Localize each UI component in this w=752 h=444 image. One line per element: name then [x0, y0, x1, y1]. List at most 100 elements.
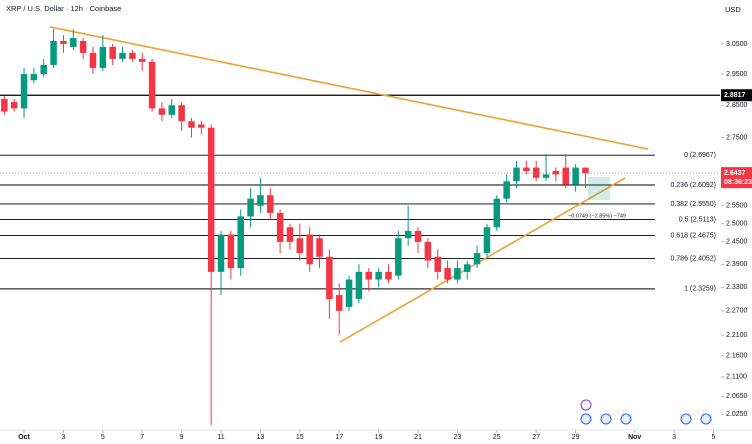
fib-label: 0.618 (2.4675): [670, 232, 716, 239]
x-tick-label: 11: [217, 434, 224, 441]
x-tick-label: 5: [101, 434, 105, 441]
candle-body: [483, 227, 491, 254]
x-tick-label: 7: [140, 434, 144, 441]
x-tick-label: 25: [493, 434, 501, 441]
candle-body: [178, 105, 185, 122]
candle-body: [335, 295, 343, 311]
candle-body: [562, 167, 570, 185]
y-tick-label: 2.3300: [726, 284, 748, 291]
x-tick-label: Nov: [628, 434, 641, 441]
candle-body: [444, 268, 451, 280]
candle-body: [40, 64, 47, 75]
candle-body: [424, 241, 432, 261]
fib-label: 0.5 (2.5113): [679, 216, 716, 223]
event-icon: [620, 413, 632, 425]
x-tick-label: 23: [454, 434, 462, 441]
candle-body: [434, 256, 441, 272]
candle-body: [316, 238, 323, 257]
y-tick-label: 2.2700: [726, 308, 748, 315]
candle-body: [10, 102, 18, 109]
fib-label: 1 (2.3259): [684, 286, 716, 293]
candle-body: [1, 98, 8, 112]
x-tick-label: 21: [414, 434, 422, 441]
y-tick-label: 2.0250: [726, 411, 748, 418]
last-price-tag: [721, 167, 752, 189]
x-tick-label: 3: [672, 434, 676, 441]
candle-body: [532, 167, 540, 178]
x-tick-label: Oct: [18, 434, 30, 441]
x-tick-label: 19: [375, 434, 383, 441]
chart-title: XRP / U.S. Dollar · 12h · Coinbase: [6, 4, 121, 13]
y-tick-label: 2.1600: [726, 353, 748, 360]
candle-body: [247, 198, 254, 217]
event-icons: [580, 399, 712, 425]
candle-body: [119, 52, 126, 59]
candle-body: [582, 167, 589, 174]
candle-body: [355, 271, 363, 299]
fib-label: 0.382 (2.5550): [670, 201, 716, 208]
candle-body: [395, 238, 402, 276]
y-tick-label: 2.0650: [726, 393, 748, 400]
x-tick-label: 13: [257, 434, 265, 441]
y-tick-label: 2.8500: [726, 102, 748, 109]
candle-body: [79, 40, 87, 53]
event-icon: [600, 413, 612, 425]
candle-body: [50, 40, 57, 65]
candle-body: [296, 238, 304, 254]
price-axis: [721, 0, 752, 430]
candle-body: [257, 195, 264, 206]
x-tick-label: 15: [296, 434, 304, 441]
candle-body: [237, 216, 244, 269]
candle-body: [326, 256, 333, 299]
fib-label: 0.236 (2.6092): [670, 182, 716, 189]
y-tick-label: 2.9500: [726, 71, 748, 78]
y-tick-label: 2.3900: [726, 261, 748, 268]
fib-label: 0 (2.6967): [684, 152, 716, 159]
candle-body: [513, 167, 520, 182]
candle-body: [198, 124, 205, 128]
candle-body: [375, 271, 382, 280]
candle-body: [188, 121, 195, 128]
candle-body: [138, 58, 146, 62]
candle-body: [30, 74, 38, 81]
candle-body: [158, 108, 166, 115]
x-tick-label: 17: [335, 434, 343, 441]
candle-body: [552, 170, 560, 175]
candle-body: [572, 167, 579, 185]
candle-body: [148, 61, 156, 109]
candle-body: [70, 38, 77, 47]
candle-body: [414, 230, 422, 242]
candle-body: [207, 127, 215, 272]
y-tick-label: 2.2100: [726, 332, 748, 339]
x-tick-label: 5: [712, 434, 716, 441]
y-tick-label: 2.1100: [726, 374, 747, 381]
candle-body: [404, 230, 412, 239]
last-price-label: 2.6437: [724, 170, 746, 177]
y-tick-label: 2.4500: [726, 239, 748, 246]
fib-label: 0.786 (2.4052): [670, 255, 716, 262]
trendline: [49, 26, 649, 150]
x-tick-label: 3: [61, 434, 65, 441]
candle-body: [286, 227, 294, 242]
candle-body: [227, 234, 235, 269]
candle-body: [345, 279, 353, 307]
plot-area: 0 (2.6967) 0.236 (2.6092) 0.382 (2.5550) 0.…: [0, 26, 720, 426]
candle-body: [217, 234, 225, 272]
candle-body: [168, 105, 176, 115]
x-tick-label: 9: [180, 434, 184, 441]
unit-label: USD: [725, 5, 741, 14]
y-tick-label: 2.7500: [726, 134, 748, 141]
candle-body: [89, 52, 97, 68]
y-tick-label: 2.5000: [726, 220, 748, 227]
candle-body: [503, 181, 510, 199]
countdown-label: 08:36:23: [724, 179, 752, 186]
event-icon: [700, 413, 712, 425]
candle-body: [523, 167, 530, 171]
candle-body: [385, 271, 392, 280]
trendline: [339, 177, 626, 343]
candle-body: [542, 174, 550, 178]
candle-body: [99, 46, 107, 68]
candle-body: [464, 264, 471, 272]
